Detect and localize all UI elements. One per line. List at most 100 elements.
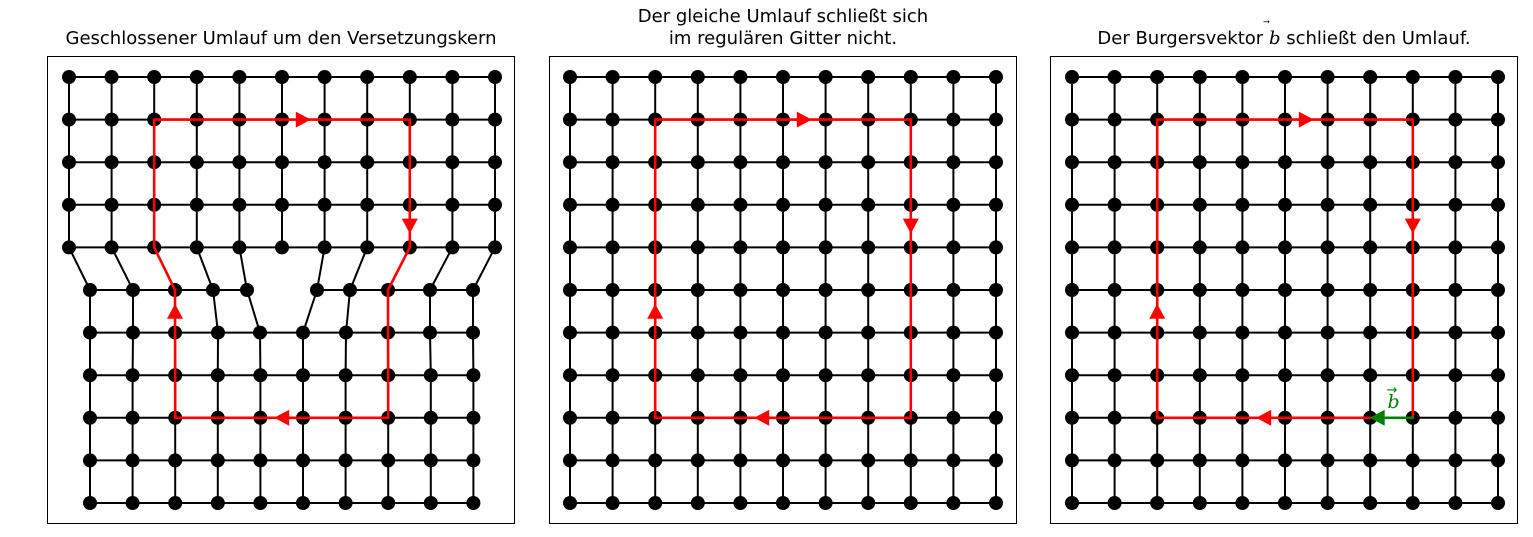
- lattice-atom: [275, 240, 289, 255]
- lattice-atom: [1491, 197, 1505, 212]
- lattice-atom: [733, 453, 748, 468]
- lattice-atom: [1363, 496, 1378, 510]
- lattice-bond: [110, 246, 134, 291]
- lattice-atom: [240, 283, 254, 297]
- lattice-atom: [445, 197, 460, 212]
- lattice-atom: [1491, 410, 1505, 425]
- lattice-atom: [1235, 155, 1250, 170]
- lattice-atom: [733, 325, 748, 340]
- lattice: [563, 70, 1003, 510]
- panel-title-regular-lattice: Der gleiche Umlauf schließt sich im regul…: [549, 6, 1017, 50]
- lattice-atom: [1192, 325, 1207, 340]
- lattice-atom: [1320, 496, 1335, 510]
- lattice-atom: [1448, 70, 1463, 84]
- lattice-atom: [776, 368, 790, 383]
- lattice-atom: [83, 496, 97, 510]
- lattice-atom: [776, 453, 790, 468]
- circuit-arrow: [1404, 218, 1421, 234]
- lattice-atom: [903, 496, 918, 510]
- lattice-atom: [1448, 112, 1463, 127]
- lattice-atom: [1150, 496, 1165, 510]
- lattice-atom: [605, 496, 620, 510]
- lattice-atom: [62, 112, 76, 127]
- lattice-atom: [1150, 453, 1165, 468]
- lattice-atom: [1107, 112, 1122, 127]
- lattice-atom: [62, 197, 76, 212]
- lattice-atom: [989, 410, 1003, 425]
- lattice-atom: [275, 70, 289, 84]
- lattice-atom: [1320, 197, 1335, 212]
- lattice-atom: [1235, 325, 1250, 340]
- lattice-atom: [125, 368, 140, 383]
- lattice-atom: [1491, 283, 1505, 297]
- lattice-atom: [1491, 70, 1505, 84]
- lattice-atom: [1150, 70, 1165, 84]
- circuit-arrow: [647, 303, 664, 319]
- lattice-atom: [563, 410, 577, 425]
- lattice-atom: [818, 155, 833, 170]
- lattice-atom: [1065, 70, 1079, 84]
- lattice-atom: [125, 410, 140, 425]
- lattice-atom: [83, 453, 97, 468]
- lattice-atom: [563, 368, 577, 383]
- lattice-atom: [1448, 496, 1463, 510]
- lattice-atom: [818, 197, 833, 212]
- panel-title-text: Der Burgersvektor b⃗ schließt den Umlauf…: [1097, 28, 1471, 49]
- lattice-atom: [360, 240, 375, 255]
- lattice-atom: [861, 325, 876, 340]
- lattice-atom: [423, 496, 438, 510]
- lattice-atom: [381, 453, 396, 468]
- lattice-atom: [1192, 240, 1207, 255]
- panel-dislocation-lattice: [62, 70, 502, 510]
- lattice-bond: [349, 246, 369, 291]
- lattice-atom: [445, 70, 460, 84]
- lattice-atom: [1278, 496, 1292, 510]
- lattice-atom: [1320, 70, 1335, 84]
- lattice-atom: [232, 155, 247, 170]
- lattice-atom: [1363, 70, 1378, 84]
- burgers-circuit: [152, 111, 418, 426]
- lattice-atom: [275, 155, 289, 170]
- lattice-atom: [1065, 368, 1079, 383]
- lattice-atom: [1320, 325, 1335, 340]
- lattice-atom: [1192, 283, 1207, 297]
- lattice-atom: [466, 496, 481, 510]
- lattice-atom: [317, 240, 332, 255]
- lattice-bond: [302, 289, 318, 334]
- lattice-atom: [1192, 368, 1207, 383]
- lattice-atom: [1363, 325, 1378, 340]
- lattice-atom: [946, 496, 961, 510]
- lattice-atom: [189, 197, 204, 212]
- lattice-atom: [605, 112, 620, 127]
- lattice-atom: [861, 240, 876, 255]
- lattice-atom: [776, 197, 790, 212]
- lattice-atom: [1405, 496, 1420, 510]
- lattice-atom: [1363, 368, 1378, 383]
- lattice-atom: [690, 197, 705, 212]
- lattice-atom: [338, 496, 353, 510]
- lattice-atom: [317, 197, 332, 212]
- lattice-atom: [1278, 325, 1292, 340]
- lattice-atom: [1405, 453, 1420, 468]
- circuit-segment: [152, 246, 177, 292]
- lattice-atom: [317, 70, 332, 84]
- lattice-atom: [125, 496, 140, 510]
- lattice-atom: [1491, 325, 1505, 340]
- lattice-atom: [445, 112, 460, 127]
- lattice-atom: [1448, 453, 1463, 468]
- lattice-atom: [605, 410, 620, 425]
- lattice-atom: [1235, 283, 1250, 297]
- lattice-atom: [253, 325, 267, 340]
- lattice: [62, 70, 502, 510]
- lattice-atom: [488, 70, 502, 84]
- lattice-atom: [733, 496, 748, 510]
- lattice-atom: [83, 410, 97, 425]
- lattice-atom: [1278, 368, 1292, 383]
- burgers-vector-arrow: [1369, 409, 1385, 426]
- lattice-atom: [1192, 453, 1207, 468]
- lattice-atom: [989, 197, 1003, 212]
- lattice-atom: [445, 240, 460, 255]
- lattice-atom: [488, 155, 502, 170]
- lattice-atom: [168, 496, 183, 510]
- lattice-atom: [104, 155, 119, 170]
